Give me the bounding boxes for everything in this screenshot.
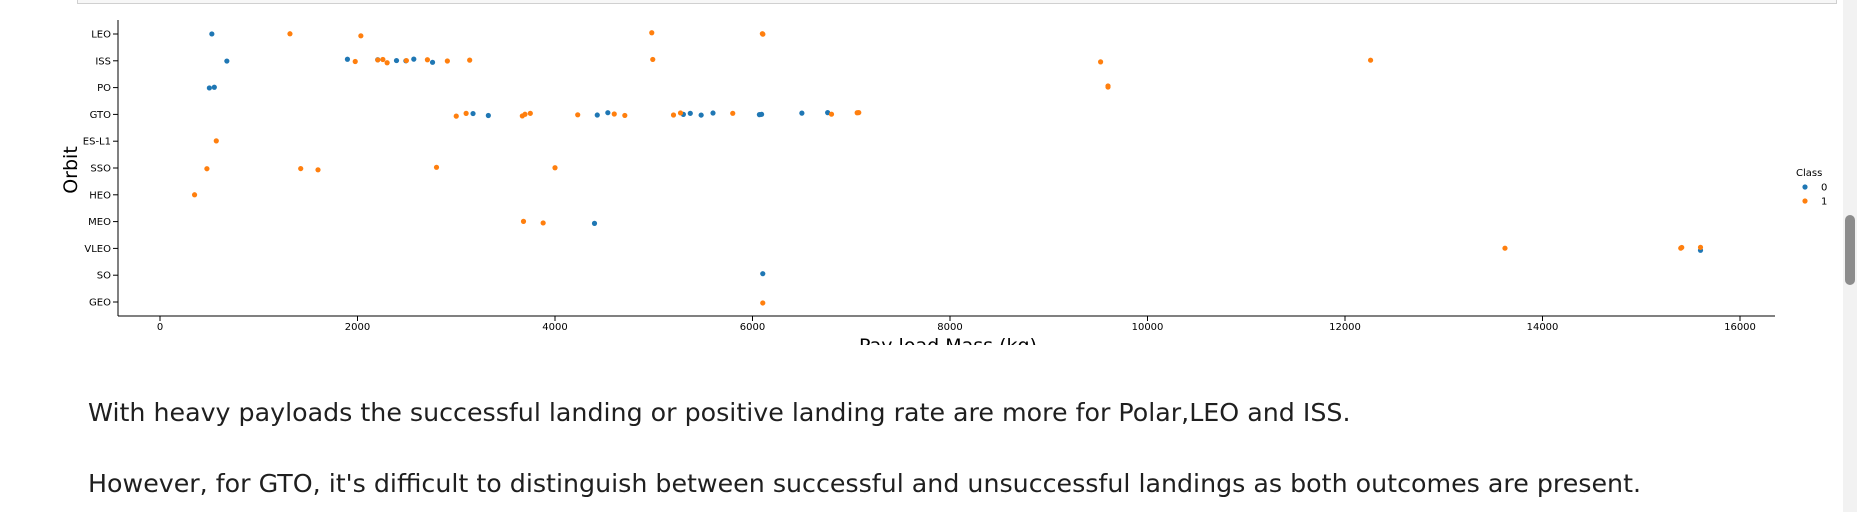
data-point-class-1 — [670, 112, 677, 118]
data-point-class-1 — [649, 30, 655, 36]
data-point-class-0 — [485, 112, 491, 119]
markdown-paragraph-2: However, for GTO, it's difficult to dist… — [88, 469, 1642, 498]
data-point-class-1 — [540, 220, 546, 226]
data-point-class-1 — [552, 165, 558, 171]
data-point-class-1 — [1097, 59, 1104, 65]
data-point-class-0 — [209, 31, 215, 37]
y-tick-label: PO — [97, 83, 111, 94]
y-tick-label: SSO — [90, 164, 111, 175]
data-point-class-1 — [575, 112, 581, 118]
legend-marker — [1802, 184, 1808, 190]
y-tick-label: GEO — [89, 298, 111, 309]
data-point-class-0 — [393, 57, 400, 64]
data-point-class-1 — [213, 138, 219, 144]
data-point-class-1 — [522, 111, 528, 117]
data-point-class-1 — [527, 110, 533, 116]
data-point-class-1 — [467, 57, 473, 63]
y-tick-label: ISS — [95, 56, 111, 67]
data-point-class-1 — [520, 218, 527, 224]
x-tick-label: 14000 — [1527, 322, 1559, 333]
x-tick-label: 2000 — [345, 322, 370, 333]
y-tick-label: MEO — [88, 217, 111, 228]
data-point-class-1 — [856, 109, 862, 116]
data-point-class-0 — [470, 110, 476, 117]
data-point-class-1 — [287, 31, 293, 37]
data-point-class-1 — [298, 165, 304, 172]
data-point-class-1 — [677, 110, 684, 116]
x-tick-label: 8000 — [937, 322, 962, 333]
data-point-class-0 — [687, 110, 693, 116]
data-point-class-1 — [444, 58, 450, 64]
scrollbar-thumb[interactable] — [1845, 215, 1855, 285]
data-point-class-1 — [1697, 244, 1704, 250]
x-tick-label: 12000 — [1329, 322, 1361, 333]
data-point-class-1 — [352, 58, 358, 65]
data-point-class-1 — [622, 112, 628, 119]
data-point-class-1 — [828, 111, 835, 117]
data-point-class-0 — [760, 271, 766, 277]
data-point-class-0 — [710, 110, 716, 116]
data-point-class-0 — [591, 220, 598, 226]
data-point-class-0 — [206, 85, 212, 91]
y-tick-label: ES-L1 — [83, 137, 111, 148]
data-point-class-0 — [698, 112, 704, 118]
data-point-class-1 — [380, 56, 386, 63]
data-point-class-0 — [211, 84, 217, 90]
y-tick-label: LEO — [91, 30, 111, 41]
data-point-class-1 — [760, 300, 766, 306]
data-point-class-1 — [384, 60, 390, 66]
y-tick-label: HEO — [89, 190, 111, 201]
data-point-class-0 — [758, 111, 765, 117]
data-point-class-1 — [403, 57, 409, 64]
previous-output-cell-border — [77, 0, 1837, 4]
x-tick-label: 4000 — [542, 322, 567, 333]
data-point-class-1 — [650, 56, 656, 63]
data-point-class-1 — [191, 192, 198, 198]
data-point-class-0 — [594, 112, 600, 118]
payload-vs-orbit-scatter-plot: 0 2000 4000 6000 8000 10000 12000 14000 16000 LEO… — [60, 20, 1827, 345]
y-axis-label: Orbit — [60, 146, 82, 194]
x-tick-label: 0 — [157, 322, 163, 333]
data-point-class-0 — [224, 58, 230, 64]
legend-label: 1 — [1821, 197, 1827, 208]
page-scrollbar[interactable] — [1843, 0, 1857, 512]
x-tick-label: 16000 — [1724, 322, 1756, 333]
data-point-class-1 — [1502, 245, 1508, 251]
data-point-class-1 — [760, 31, 766, 37]
y-tick-label: GTO — [90, 110, 112, 121]
y-tick-label: VLEO — [84, 244, 111, 255]
x-axis-label: Pay load Mass (kg) — [859, 335, 1037, 345]
legend-label: 0 — [1821, 183, 1827, 194]
data-point-class-0 — [605, 110, 611, 116]
legend-marker — [1802, 198, 1808, 204]
x-tick-label: 10000 — [1132, 322, 1164, 333]
data-point-class-1 — [1367, 57, 1374, 63]
data-point-class-0 — [429, 59, 436, 65]
data-point-class-1 — [424, 57, 431, 63]
data-points — [191, 30, 1704, 306]
data-point-class-0 — [799, 110, 805, 116]
data-point-class-1 — [375, 57, 381, 63]
data-point-class-1 — [315, 167, 321, 173]
data-point-class-1 — [730, 110, 736, 116]
data-point-class-1 — [204, 166, 210, 172]
data-point-class-1 — [433, 164, 440, 170]
x-tick-label: 6000 — [740, 322, 765, 333]
data-point-class-1 — [611, 111, 617, 117]
data-point-class-1 — [1105, 83, 1111, 89]
legend-title: Class — [1796, 168, 1822, 179]
data-point-class-1 — [463, 110, 469, 116]
data-point-class-0 — [411, 56, 417, 62]
data-point-class-1 — [453, 113, 459, 119]
data-point-class-1 — [358, 33, 364, 39]
data-point-class-1 — [1679, 244, 1685, 251]
y-tick-label: SO — [97, 271, 111, 282]
data-point-class-0 — [344, 56, 351, 62]
markdown-paragraph-1: With heavy payloads the successful landi… — [88, 398, 1351, 427]
legend: Class 0 1 — [1796, 168, 1827, 208]
axes: 0 2000 4000 6000 8000 10000 12000 14000 16000 LEO… — [83, 20, 1775, 333]
